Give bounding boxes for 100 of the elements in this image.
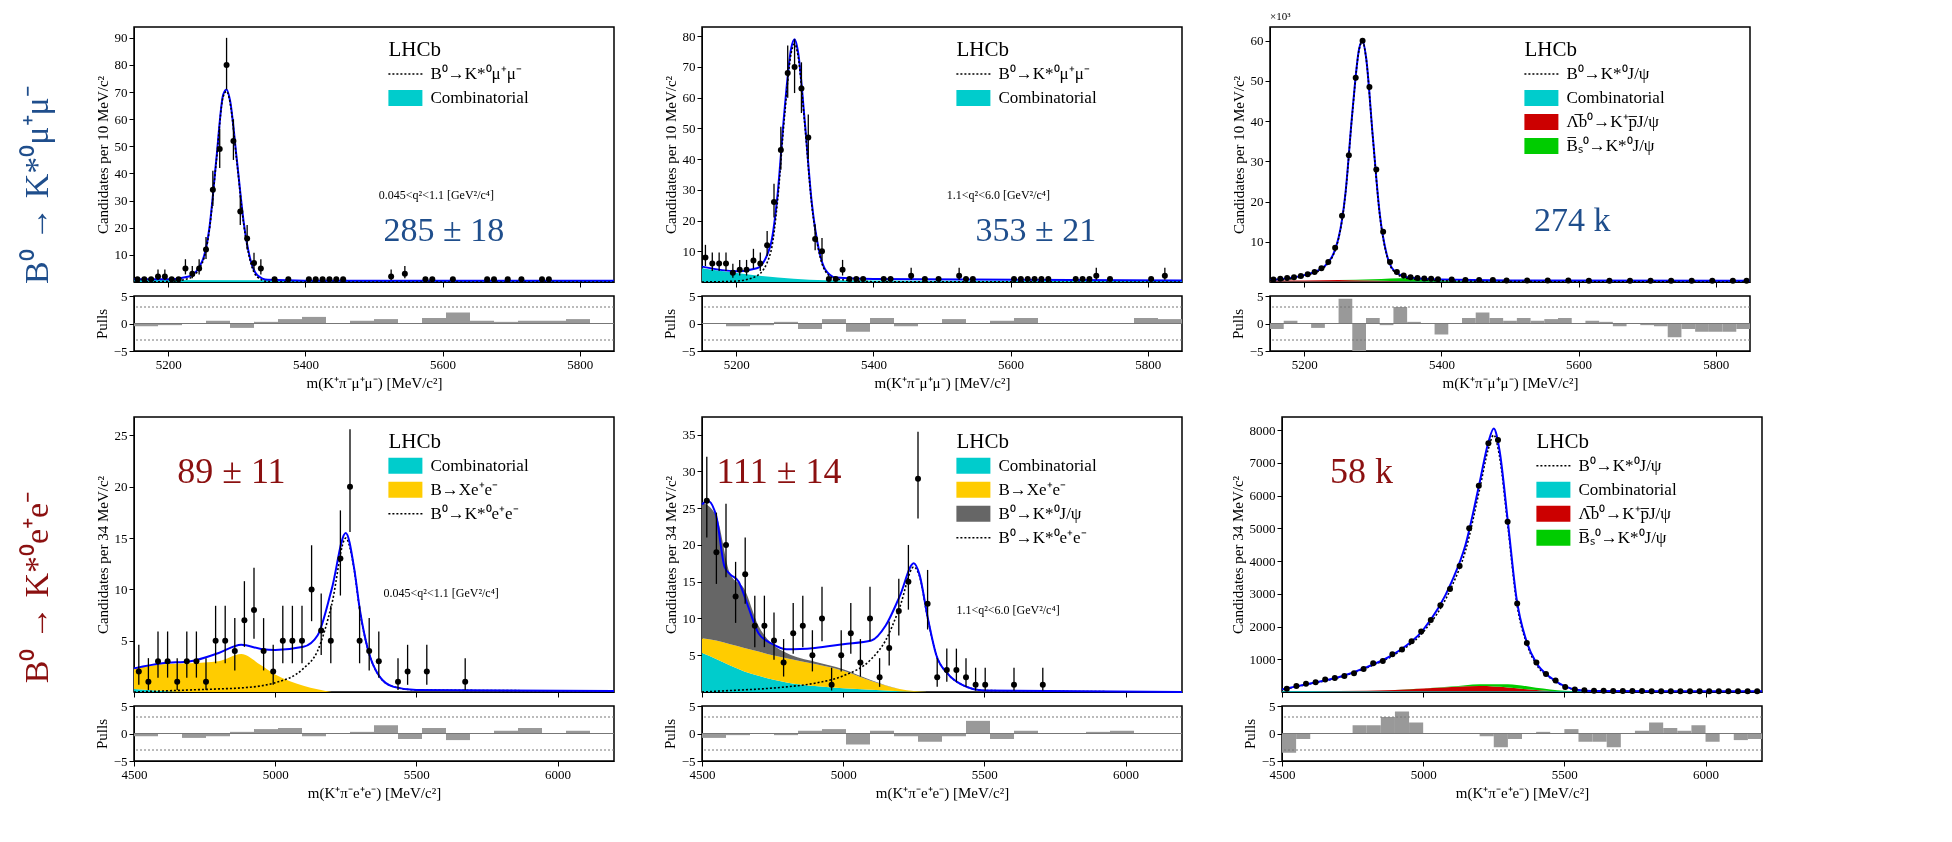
point (395, 678, 401, 685)
point (1086, 275, 1093, 282)
y-tick-label: 10 (114, 581, 128, 597)
point (539, 276, 545, 283)
point (333, 276, 340, 283)
point (1627, 277, 1633, 284)
y-axis-title: Pulls (661, 718, 678, 750)
x-tick-label: 4500 (1269, 766, 1296, 782)
point (375, 658, 382, 665)
point (1331, 674, 1338, 681)
point (1341, 672, 1348, 679)
legend-label: B⁰→K*⁰J/ψ (1578, 455, 1662, 475)
point (1011, 275, 1017, 282)
y-tick-label: 30 (114, 193, 128, 209)
point (1045, 275, 1052, 282)
point (1352, 74, 1359, 81)
point (1039, 681, 1046, 688)
point (732, 593, 739, 600)
point (545, 276, 552, 283)
point (1031, 275, 1038, 282)
point (299, 637, 305, 644)
y-tick-label: 0 (689, 726, 696, 741)
point (145, 678, 152, 685)
point (857, 659, 864, 666)
y-tick-label: 5 (689, 698, 696, 714)
point (491, 276, 497, 283)
y-tick-label: 5 (689, 288, 696, 304)
annotation: LHCb (388, 36, 441, 61)
point (934, 674, 941, 681)
point (401, 270, 408, 277)
x-tick-label: 5500 (403, 766, 430, 782)
point (784, 70, 791, 77)
point (1370, 660, 1377, 667)
annotation: LHCb (1524, 36, 1577, 61)
point (289, 637, 296, 644)
x-tick-label: 5000 (1410, 766, 1437, 782)
point (216, 146, 223, 153)
point (777, 146, 784, 153)
point (356, 637, 363, 644)
y-tick-label: 60 (114, 111, 128, 127)
annotation: 0.045<q²<1.1 [GeV²/c⁴] (383, 586, 499, 600)
y-tick-label: 40 (682, 151, 696, 167)
point (1688, 277, 1695, 284)
point (1148, 275, 1155, 282)
point (1380, 228, 1387, 235)
point (819, 615, 825, 622)
point (982, 681, 989, 688)
y-tick-label: 50 (1250, 73, 1264, 89)
point (764, 242, 771, 249)
point (1629, 688, 1636, 695)
point (189, 270, 196, 277)
point (1312, 679, 1319, 686)
y-tick-label: 5 (121, 288, 128, 304)
point (771, 637, 777, 644)
point (305, 276, 312, 283)
x-tick-label: 5000 (262, 766, 289, 782)
point (972, 681, 979, 688)
point (1293, 683, 1300, 690)
point (805, 134, 812, 141)
y-tick-label: 5 (1269, 698, 1276, 714)
point (736, 266, 743, 273)
point (1283, 685, 1290, 692)
point (1744, 688, 1751, 695)
point (799, 622, 806, 629)
point (1658, 688, 1665, 695)
point (1647, 277, 1654, 284)
y-tick-label: 25 (114, 427, 128, 443)
y-axis-title: Candidates per 10 MeV/c² (94, 75, 111, 235)
point (880, 275, 887, 282)
y-tick-label: 5 (121, 698, 128, 714)
point (1427, 616, 1434, 623)
point (1706, 688, 1713, 695)
point (771, 199, 777, 206)
point (260, 647, 267, 654)
point (1606, 277, 1613, 284)
point (1435, 276, 1441, 283)
y-axis-title: Pulls (93, 718, 110, 750)
point (209, 186, 216, 193)
annotation: 353 ± 21 (975, 211, 1097, 248)
annotation: LHCb (1536, 428, 1589, 453)
point (915, 475, 921, 482)
point (155, 273, 161, 280)
point (1668, 277, 1675, 284)
y-tick-label: 5 (689, 647, 696, 663)
point (703, 497, 710, 504)
y-tick-label: 0 (121, 316, 128, 331)
point (161, 273, 168, 280)
point (1639, 688, 1645, 695)
x-axis-title: m(K⁺π⁻μ⁺μ⁻) [MeV/c²] (1442, 374, 1579, 392)
y-tick-label: 20 (682, 213, 696, 229)
point (1407, 274, 1414, 281)
point (943, 666, 950, 673)
point (838, 652, 845, 659)
y-tick-label: 15 (114, 530, 128, 546)
legend-label: B⁰→K*⁰μ⁺μ⁻ (430, 63, 522, 83)
point (1544, 277, 1551, 284)
point (1270, 276, 1277, 283)
point (203, 246, 209, 253)
y-axis-title: Candidates per 34 MeV/c² (94, 475, 111, 635)
y-tick-label: 40 (1250, 113, 1264, 129)
